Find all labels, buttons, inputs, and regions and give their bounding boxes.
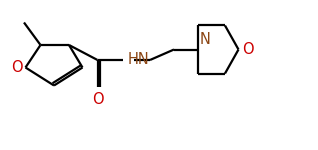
- Text: O: O: [11, 60, 23, 75]
- Text: HN: HN: [128, 52, 149, 68]
- Text: O: O: [242, 42, 254, 57]
- Text: O: O: [92, 92, 103, 107]
- Text: N: N: [199, 32, 211, 47]
